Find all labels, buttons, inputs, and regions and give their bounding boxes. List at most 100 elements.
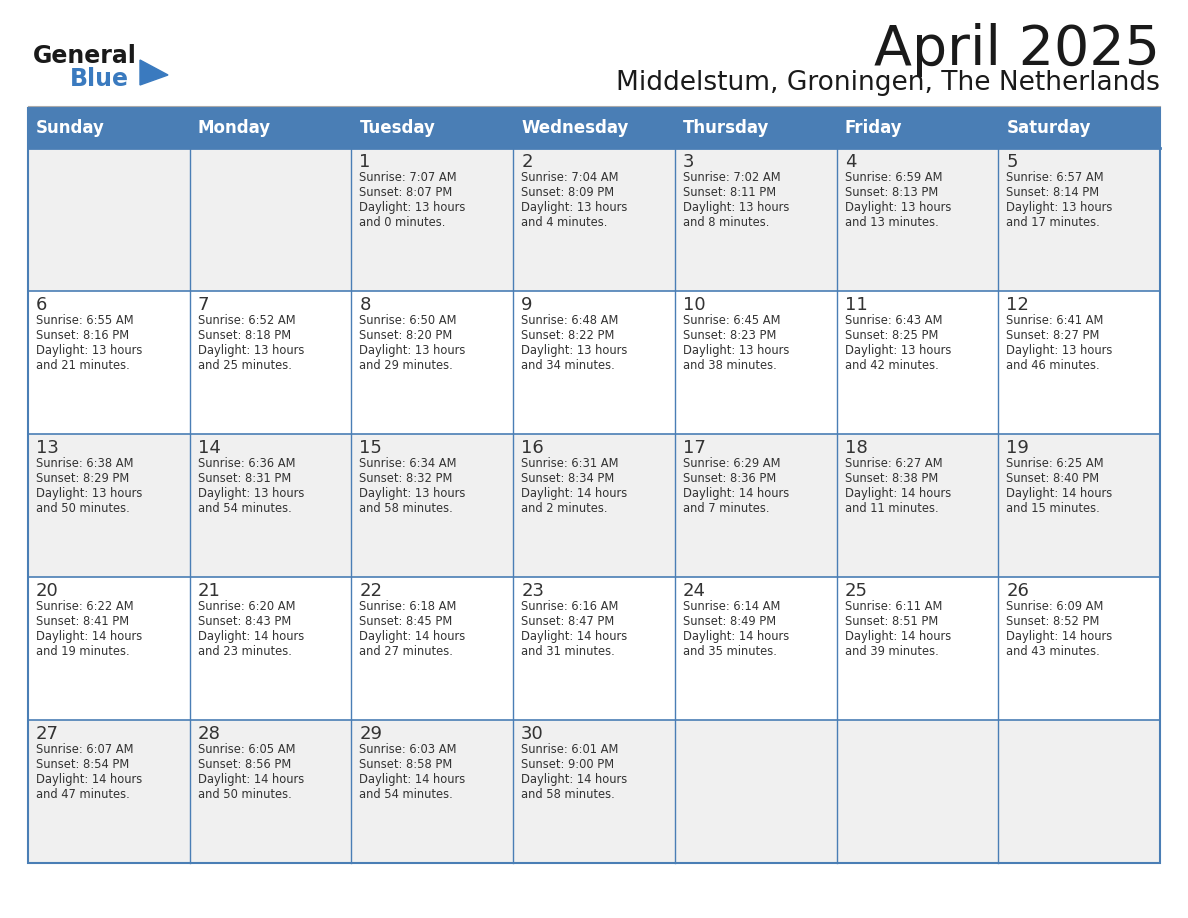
- Text: Sunrise: 6:31 AM: Sunrise: 6:31 AM: [522, 457, 619, 470]
- Text: and 50 minutes.: and 50 minutes.: [197, 788, 291, 801]
- Text: Sunrise: 6:16 AM: Sunrise: 6:16 AM: [522, 600, 619, 613]
- Text: Daylight: 13 hours: Daylight: 13 hours: [36, 344, 143, 357]
- Text: 10: 10: [683, 296, 706, 314]
- Text: 17: 17: [683, 439, 706, 457]
- Bar: [513, 108, 675, 148]
- Text: Sunset: 8:09 PM: Sunset: 8:09 PM: [522, 186, 614, 199]
- Text: and 2 minutes.: and 2 minutes.: [522, 502, 607, 515]
- Text: Daylight: 13 hours: Daylight: 13 hours: [683, 201, 789, 214]
- Text: and 54 minutes.: and 54 minutes.: [197, 502, 291, 515]
- Text: 27: 27: [36, 725, 59, 743]
- Text: 24: 24: [683, 582, 706, 600]
- Text: Sunrise: 6:41 AM: Sunrise: 6:41 AM: [1006, 314, 1104, 327]
- Text: Sunset: 8:54 PM: Sunset: 8:54 PM: [36, 758, 129, 771]
- Text: Sunrise: 6:11 AM: Sunrise: 6:11 AM: [845, 600, 942, 613]
- Text: Daylight: 14 hours: Daylight: 14 hours: [845, 487, 950, 500]
- Text: Sunset: 8:22 PM: Sunset: 8:22 PM: [522, 329, 614, 342]
- Text: General: General: [33, 44, 137, 68]
- Text: Sunset: 8:45 PM: Sunset: 8:45 PM: [360, 615, 453, 628]
- Text: 26: 26: [1006, 582, 1029, 600]
- Bar: [675, 148, 836, 291]
- Text: 22: 22: [360, 582, 383, 600]
- Text: and 54 minutes.: and 54 minutes.: [360, 788, 453, 801]
- Text: Sunset: 8:29 PM: Sunset: 8:29 PM: [36, 472, 129, 485]
- Bar: [190, 577, 352, 720]
- Text: Sunrise: 6:48 AM: Sunrise: 6:48 AM: [522, 314, 619, 327]
- Bar: [675, 108, 836, 148]
- Text: Wednesday: Wednesday: [522, 119, 628, 137]
- Polygon shape: [140, 60, 168, 85]
- Text: and 47 minutes.: and 47 minutes.: [36, 788, 129, 801]
- Text: Sunrise: 7:02 AM: Sunrise: 7:02 AM: [683, 171, 781, 184]
- Bar: [352, 108, 513, 148]
- Text: 30: 30: [522, 725, 544, 743]
- Bar: [352, 291, 513, 434]
- Text: Sunrise: 6:03 AM: Sunrise: 6:03 AM: [360, 743, 457, 756]
- Bar: [190, 291, 352, 434]
- Text: Sunset: 8:41 PM: Sunset: 8:41 PM: [36, 615, 129, 628]
- Bar: [675, 434, 836, 577]
- Bar: [675, 291, 836, 434]
- Bar: [513, 577, 675, 720]
- Text: Daylight: 13 hours: Daylight: 13 hours: [197, 344, 304, 357]
- Text: Sunset: 8:20 PM: Sunset: 8:20 PM: [360, 329, 453, 342]
- Bar: [352, 148, 513, 291]
- Text: Daylight: 14 hours: Daylight: 14 hours: [197, 773, 304, 786]
- Text: Daylight: 13 hours: Daylight: 13 hours: [845, 201, 950, 214]
- Text: Daylight: 14 hours: Daylight: 14 hours: [1006, 630, 1112, 643]
- Text: Sunrise: 6:09 AM: Sunrise: 6:09 AM: [1006, 600, 1104, 613]
- Text: Sunrise: 6:27 AM: Sunrise: 6:27 AM: [845, 457, 942, 470]
- Bar: [998, 434, 1159, 577]
- Bar: [513, 434, 675, 577]
- Bar: [675, 577, 836, 720]
- Bar: [29, 434, 190, 577]
- Text: and 0 minutes.: and 0 minutes.: [360, 216, 446, 229]
- Text: 15: 15: [360, 439, 383, 457]
- Text: 11: 11: [845, 296, 867, 314]
- Text: 12: 12: [1006, 296, 1029, 314]
- Text: Sunset: 8:27 PM: Sunset: 8:27 PM: [1006, 329, 1100, 342]
- Bar: [998, 720, 1159, 863]
- Text: Daylight: 13 hours: Daylight: 13 hours: [1006, 201, 1113, 214]
- Bar: [29, 148, 190, 291]
- Text: 28: 28: [197, 725, 221, 743]
- Text: 23: 23: [522, 582, 544, 600]
- Text: Sunset: 8:36 PM: Sunset: 8:36 PM: [683, 472, 776, 485]
- Text: and 46 minutes.: and 46 minutes.: [1006, 359, 1100, 372]
- Text: and 7 minutes.: and 7 minutes.: [683, 502, 770, 515]
- Text: Daylight: 14 hours: Daylight: 14 hours: [36, 773, 143, 786]
- Text: 1: 1: [360, 153, 371, 171]
- Text: Sunset: 8:49 PM: Sunset: 8:49 PM: [683, 615, 776, 628]
- Text: 16: 16: [522, 439, 544, 457]
- Text: Daylight: 14 hours: Daylight: 14 hours: [845, 630, 950, 643]
- Text: 4: 4: [845, 153, 857, 171]
- Text: Blue: Blue: [70, 67, 129, 91]
- Text: and 23 minutes.: and 23 minutes.: [197, 645, 291, 658]
- Text: and 58 minutes.: and 58 minutes.: [360, 502, 453, 515]
- Text: Sunrise: 6:22 AM: Sunrise: 6:22 AM: [36, 600, 133, 613]
- Bar: [836, 434, 998, 577]
- Text: 6: 6: [36, 296, 48, 314]
- Text: Daylight: 13 hours: Daylight: 13 hours: [360, 487, 466, 500]
- Bar: [836, 108, 998, 148]
- Text: Sunset: 8:16 PM: Sunset: 8:16 PM: [36, 329, 129, 342]
- Text: Daylight: 14 hours: Daylight: 14 hours: [522, 630, 627, 643]
- Text: Sunrise: 6:25 AM: Sunrise: 6:25 AM: [1006, 457, 1104, 470]
- Bar: [352, 434, 513, 577]
- Text: and 35 minutes.: and 35 minutes.: [683, 645, 777, 658]
- Text: and 11 minutes.: and 11 minutes.: [845, 502, 939, 515]
- Text: and 15 minutes.: and 15 minutes.: [1006, 502, 1100, 515]
- Text: Sunrise: 6:20 AM: Sunrise: 6:20 AM: [197, 600, 295, 613]
- Text: 7: 7: [197, 296, 209, 314]
- Text: Sunset: 8:34 PM: Sunset: 8:34 PM: [522, 472, 614, 485]
- Text: Daylight: 13 hours: Daylight: 13 hours: [522, 344, 627, 357]
- Text: Sunrise: 6:52 AM: Sunrise: 6:52 AM: [197, 314, 296, 327]
- Bar: [190, 148, 352, 291]
- Text: Daylight: 14 hours: Daylight: 14 hours: [683, 630, 789, 643]
- Text: Sunset: 8:11 PM: Sunset: 8:11 PM: [683, 186, 776, 199]
- Text: Sunset: 8:56 PM: Sunset: 8:56 PM: [197, 758, 291, 771]
- Text: and 27 minutes.: and 27 minutes.: [360, 645, 454, 658]
- Text: 14: 14: [197, 439, 221, 457]
- Text: Monday: Monday: [197, 119, 271, 137]
- Bar: [998, 291, 1159, 434]
